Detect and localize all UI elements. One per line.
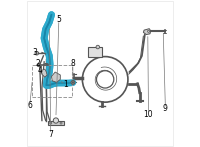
Text: 1: 1 (63, 80, 68, 89)
Bar (88, 47, 102, 57)
Polygon shape (143, 29, 151, 35)
Circle shape (72, 82, 74, 83)
Text: 3: 3 (33, 48, 38, 57)
Text: 7: 7 (48, 130, 53, 139)
Bar (32, 65, 72, 97)
Text: 2: 2 (35, 59, 40, 69)
Text: 5: 5 (56, 15, 61, 24)
Text: 4: 4 (37, 66, 42, 75)
Text: 8: 8 (70, 59, 75, 69)
Text: 9: 9 (163, 104, 168, 113)
Bar (48, 121, 64, 125)
Polygon shape (41, 69, 47, 77)
Text: 10: 10 (144, 110, 153, 119)
Circle shape (71, 81, 75, 84)
Circle shape (96, 45, 100, 49)
Text: 6: 6 (27, 101, 32, 110)
Polygon shape (51, 72, 60, 82)
Circle shape (53, 118, 59, 123)
